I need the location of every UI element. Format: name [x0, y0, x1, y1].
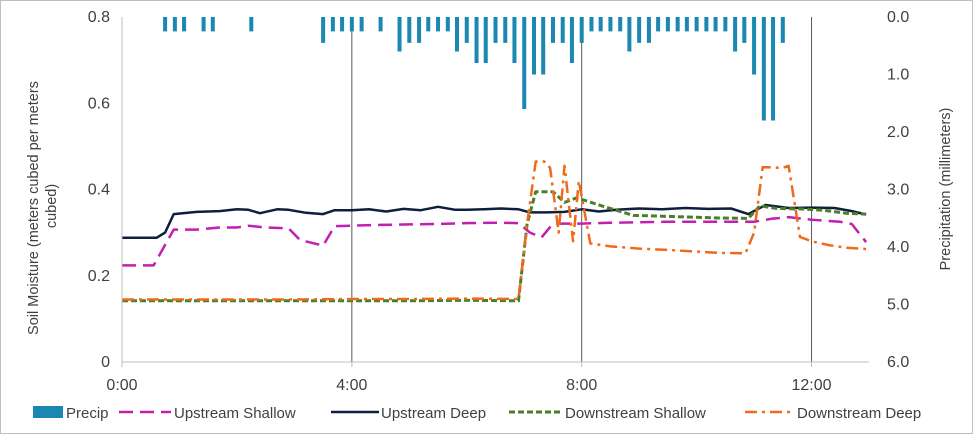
precip-bar — [771, 17, 776, 121]
precip-bar — [550, 17, 555, 43]
precip-bar — [733, 17, 738, 52]
precip-bars — [163, 17, 785, 121]
left-y-axis-title: Soil Moisture (meters cubed per meters c… — [26, 77, 60, 335]
legend-swatch-precip — [33, 406, 63, 418]
precip-bar — [163, 17, 168, 32]
precip-bar — [780, 17, 785, 43]
precip-bar — [330, 17, 335, 32]
right-y-tick-label: 5.0 — [887, 297, 909, 314]
right-y-tick-labels: 0.0 1.0 2.0 3.0 4.0 5.0 6.0 — [887, 9, 909, 371]
right-y-tick-label: 1.0 — [887, 67, 909, 84]
series-line-downstream-shallow — [122, 190, 867, 303]
precip-bar — [210, 17, 215, 32]
legend-label-upstream-deep: Upstream Deep — [381, 405, 486, 422]
legend-label-downstream-shallow: Downstream Shallow — [565, 405, 706, 422]
precip-bar — [201, 17, 206, 32]
series-lines — [122, 160, 868, 303]
precip-bar — [704, 17, 709, 32]
left-y-tick-label: 0.8 — [88, 9, 110, 26]
precip-bar — [752, 17, 757, 75]
right-y-tick-label: 6.0 — [887, 354, 909, 371]
x-tick-label: 4:00 — [336, 377, 367, 394]
precip-bar — [569, 17, 574, 63]
precip-bar — [589, 17, 594, 32]
precip-bar — [407, 17, 412, 43]
precip-bar — [445, 17, 450, 32]
precip-bar — [359, 17, 364, 32]
precip-bar — [349, 17, 354, 32]
precip-bar — [249, 17, 254, 32]
precip-bar — [426, 17, 431, 32]
precip-bar — [541, 17, 546, 75]
x-tick-label: 8:00 — [566, 377, 597, 394]
right-y-axis-title: Precipitation (millimeters) — [938, 108, 954, 271]
series-line-upstream-deep — [122, 203, 867, 240]
legend-label-precip: Precip — [66, 405, 109, 422]
precip-bar — [761, 17, 766, 121]
precip-bar — [598, 17, 603, 32]
precip-bar — [493, 17, 498, 43]
precip-bar — [483, 17, 488, 63]
precip-bar — [531, 17, 537, 75]
precip-bar — [637, 17, 642, 43]
precip-bar — [618, 17, 623, 32]
precip-bar — [560, 17, 565, 43]
precip-bar — [417, 17, 422, 43]
left-y-tick-label: 0 — [101, 354, 110, 371]
x-tick-label: 12:00 — [792, 377, 832, 394]
vertical-gridlines — [351, 17, 813, 362]
legend: Precip Upstream Shallow Upstream Deep Do… — [33, 405, 921, 422]
precip-bar — [713, 17, 718, 32]
precip-bar — [474, 17, 479, 63]
precip-bar — [627, 17, 632, 52]
precip-bar — [397, 17, 402, 52]
series-line-upstream-shallow — [122, 215, 868, 267]
precip-bar — [665, 17, 670, 32]
precip-bar — [723, 17, 728, 32]
right-y-tick-label: 2.0 — [887, 124, 909, 141]
left-y-axis-title-line: cubed) — [44, 184, 60, 228]
precip-bar — [378, 17, 383, 32]
x-tick-label: 0:00 — [106, 377, 137, 394]
precip-bar — [321, 17, 326, 43]
precip-bar — [340, 17, 345, 32]
precip-bar — [742, 17, 747, 43]
left-y-tick-label: 0.6 — [88, 95, 110, 112]
precip-bar — [608, 17, 613, 32]
precip-bar — [182, 17, 187, 32]
precip-bar — [512, 17, 517, 63]
right-y-tick-label: 4.0 — [887, 239, 909, 256]
precip-bar — [436, 17, 441, 32]
left-y-tick-labels: 0 0.2 0.4 0.6 0.8 — [88, 9, 110, 371]
precip-bar — [684, 17, 689, 32]
legend-label-upstream-shallow: Upstream Shallow — [174, 405, 296, 422]
right-y-tick-label: 0.0 — [887, 9, 909, 26]
right-y-tick-label: 3.0 — [887, 182, 909, 199]
precip-bar — [454, 17, 460, 52]
precip-bar — [503, 17, 508, 43]
precip-bar — [579, 17, 584, 43]
precip-bar — [694, 17, 699, 32]
precip-bar — [646, 17, 651, 43]
series-line-downstream-deep — [122, 160, 867, 301]
precip-bar — [656, 17, 661, 32]
left-y-tick-label: 0.4 — [88, 182, 110, 199]
precip-bar — [464, 17, 469, 43]
left-y-axis-title-line: Soil Moisture (meters cubed per meters — [26, 81, 42, 335]
axes — [121, 17, 869, 367]
precip-bar — [172, 17, 177, 32]
legend-label-downstream-deep: Downstream Deep — [797, 405, 921, 422]
precip-bar — [522, 17, 527, 109]
precip-bar — [675, 17, 680, 32]
left-y-tick-label: 0.2 — [88, 268, 110, 285]
x-tick-labels: 0:00 4:00 8:00 12:00 — [106, 377, 831, 394]
